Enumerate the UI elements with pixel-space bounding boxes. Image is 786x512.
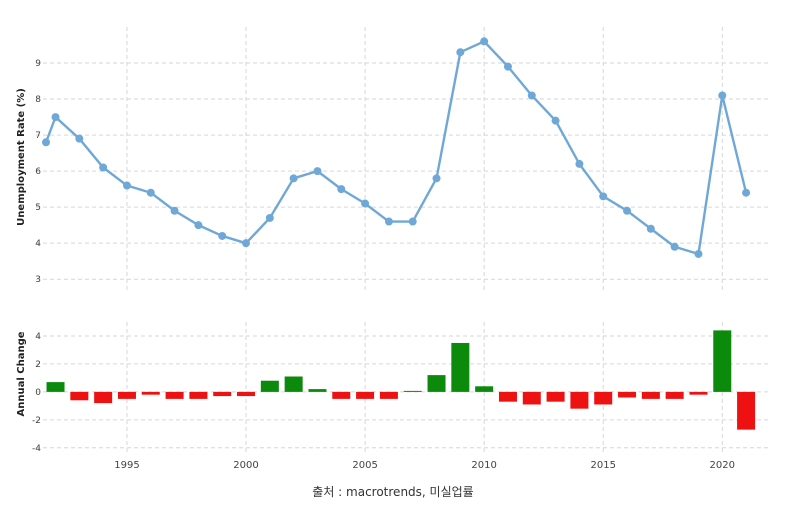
unemployment-line bbox=[44, 40, 748, 256]
annual-change-bar bbox=[94, 391, 113, 404]
bottom-y-tick-label: -4 bbox=[32, 444, 41, 454]
annual-change-bar bbox=[737, 391, 756, 430]
top-y-axis-title: Unemployment Rate (%) bbox=[16, 88, 27, 226]
bottom-y-tick-label: 2 bbox=[35, 360, 41, 370]
unemployment-point bbox=[170, 206, 179, 215]
unemployment-point bbox=[503, 62, 512, 71]
annual-change-bar bbox=[141, 391, 160, 395]
annual-change-bar bbox=[46, 382, 65, 392]
x-tick-label: 2005 bbox=[352, 460, 377, 471]
top-y-tick-label: 9 bbox=[35, 59, 41, 69]
unemployment-point bbox=[480, 37, 489, 46]
annual-change-bar bbox=[618, 391, 637, 398]
annual-change-bar bbox=[403, 390, 422, 392]
bottom-y-ticks: -4 -2 0 2 4 bbox=[32, 332, 41, 454]
bottom-y-tick-label: 4 bbox=[35, 332, 41, 342]
unemployment-point bbox=[42, 138, 50, 147]
top-y-tick-label: 4 bbox=[35, 239, 41, 249]
unemployment-line-series bbox=[42, 37, 751, 258]
unemployment-point bbox=[51, 113, 60, 122]
annual-change-bar bbox=[117, 391, 136, 399]
bottom-y-axis-title: Annual Change bbox=[16, 331, 27, 416]
annual-change-bar bbox=[498, 391, 517, 402]
annual-change-bar bbox=[379, 391, 398, 399]
unemployment-point bbox=[456, 48, 465, 57]
top-grid bbox=[36, 27, 770, 290]
bottom-grid bbox=[36, 322, 770, 452]
annual-change-bar bbox=[713, 330, 732, 392]
x-axis-ticks: 1995 2000 2005 2010 2015 2020 bbox=[114, 460, 735, 471]
unemployment-point bbox=[694, 249, 703, 258]
top-y-tick-label: 6 bbox=[35, 167, 41, 177]
annual-change-bar bbox=[284, 376, 303, 392]
unemployment-point bbox=[623, 206, 632, 215]
x-tick-label: 2000 bbox=[233, 460, 258, 471]
unemployment-point bbox=[218, 231, 227, 240]
unemployment-point bbox=[265, 213, 274, 222]
annual-change-bar bbox=[570, 391, 589, 409]
unemployment-point bbox=[718, 91, 727, 100]
annual-change-bar bbox=[189, 391, 208, 399]
annual-change-bar bbox=[594, 391, 613, 405]
x-tick-label: 2010 bbox=[471, 460, 496, 471]
x-tick-label: 1995 bbox=[114, 460, 139, 471]
annual-change-bar bbox=[641, 391, 660, 399]
unemployment-point bbox=[122, 181, 131, 190]
unemployment-point bbox=[313, 167, 322, 176]
annual-change-bar bbox=[475, 386, 494, 392]
annual-change-bar bbox=[260, 380, 279, 392]
annual-change-bar bbox=[451, 342, 470, 392]
top-y-tick-label: 5 bbox=[35, 203, 41, 213]
source-caption: 출처 : macrotrends, 미실업률 bbox=[312, 485, 474, 499]
unemployment-point bbox=[99, 163, 108, 172]
unemployment-point bbox=[75, 134, 84, 143]
annual-change-bar bbox=[427, 375, 446, 392]
bottom-y-tick-label: -2 bbox=[32, 416, 41, 426]
annual-change-bar bbox=[546, 391, 565, 402]
unemployment-point bbox=[551, 116, 560, 125]
unemployment-point bbox=[527, 91, 536, 100]
unemployment-point bbox=[432, 174, 441, 183]
unemployment-point bbox=[646, 224, 655, 233]
annual-change-bar bbox=[332, 391, 351, 399]
annual-change-bar bbox=[70, 391, 89, 401]
x-tick-label: 2015 bbox=[590, 460, 615, 471]
unemployment-point bbox=[599, 192, 608, 201]
unemployment-point bbox=[384, 217, 393, 226]
bottom-y-tick-label: 0 bbox=[35, 388, 41, 398]
annual-change-bar bbox=[165, 391, 184, 399]
annual-change-bar bbox=[308, 389, 327, 392]
top-y-ticks: 3 4 5 6 7 8 9 bbox=[35, 59, 41, 285]
annual-change-bar bbox=[665, 391, 684, 399]
unemployment-point bbox=[146, 188, 155, 197]
x-tick-label: 2020 bbox=[710, 460, 735, 471]
unemployment-point bbox=[361, 199, 370, 208]
unemployment-point bbox=[670, 242, 679, 251]
annual-change-bar bbox=[522, 391, 541, 405]
annual-change-bars bbox=[46, 330, 756, 430]
annual-change-bar bbox=[689, 391, 708, 395]
annual-change-bar bbox=[356, 391, 375, 399]
unemployment-point bbox=[408, 217, 417, 226]
unemployment-point bbox=[337, 185, 346, 194]
top-y-tick-label: 7 bbox=[35, 131, 41, 141]
unemployment-point bbox=[742, 188, 751, 197]
unemployment-point bbox=[194, 221, 203, 230]
annual-change-bar bbox=[237, 391, 256, 397]
unemployment-point bbox=[242, 239, 251, 248]
top-y-tick-label: 8 bbox=[35, 95, 41, 105]
unemployment-point bbox=[575, 159, 584, 168]
annual-change-bar bbox=[213, 391, 232, 397]
unemployment-point bbox=[289, 174, 298, 183]
top-y-tick-label: 3 bbox=[35, 275, 41, 285]
